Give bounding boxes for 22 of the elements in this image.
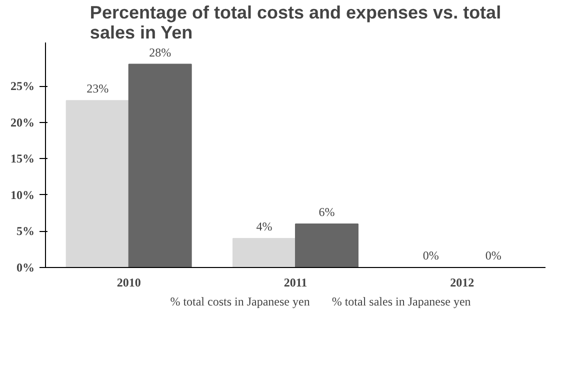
y-tick-label: 5% [16,224,34,238]
y-tick-label: 15% [10,152,34,166]
data-label: 23% [86,82,109,96]
bar [232,238,296,268]
x-tick-label: 2012 [450,276,474,290]
text: % total costs in Japanese yen [170,294,310,310]
y-tick-label: 20% [10,115,34,130]
bar [128,64,192,268]
x-tick-label: 2011 [284,276,308,290]
x-tick-label: 2010 [116,276,141,290]
chart-title: Percentage of total costs and expenses vs. total sales in Yen [90,2,502,42]
y-tick-label: 0% [16,260,34,274]
data-label: 6% [318,204,335,219]
y-tick-label: 25% [10,79,34,94]
data-label: 4% [256,219,272,234]
bar [66,100,130,268]
data-label: 0% [485,248,502,262]
bar [295,223,358,268]
data-label: 28% [149,45,172,60]
data-label: 0% [422,248,439,262]
y-tick-label: 10% [10,188,34,202]
text: % total sales in Japanese yen [332,294,471,310]
